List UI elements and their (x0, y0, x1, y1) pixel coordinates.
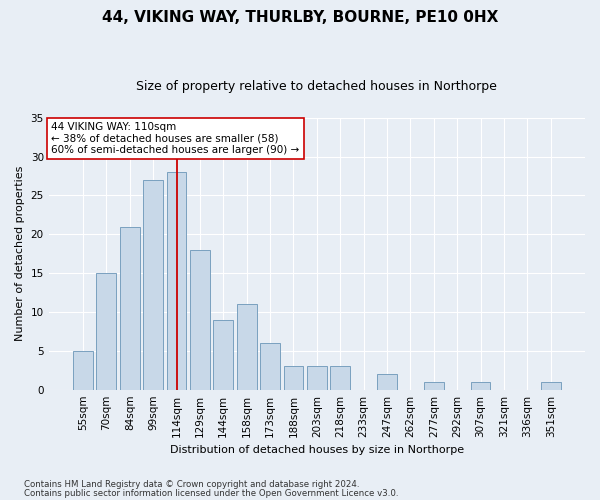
Bar (167, 172, 187, 390)
Text: 44 VIKING WAY: 110sqm
← 38% of detached houses are smaller (58)
60% of semi-deta: 44 VIKING WAY: 110sqm ← 38% of detached … (52, 122, 299, 155)
Bar (470, 382, 490, 390)
Text: Contains public sector information licensed under the Open Government Licence v3: Contains public sector information licen… (24, 488, 398, 498)
Bar (541, 382, 560, 390)
X-axis label: Distribution of detached houses by size in Northorpe: Distribution of detached houses by size … (170, 445, 464, 455)
Bar (330, 366, 350, 390)
Text: 44, VIKING WAY, THURLBY, BOURNE, PE10 0HX: 44, VIKING WAY, THURLBY, BOURNE, PE10 0H… (102, 10, 498, 25)
Bar (307, 366, 327, 390)
Bar (284, 366, 304, 390)
Bar (143, 180, 163, 390)
Bar (260, 343, 280, 390)
Bar (97, 273, 116, 390)
Bar (237, 304, 257, 390)
Bar (424, 382, 443, 390)
Bar (120, 226, 140, 390)
Text: Contains HM Land Registry data © Crown copyright and database right 2024.: Contains HM Land Registry data © Crown c… (24, 480, 359, 489)
Bar (190, 250, 210, 390)
Bar (73, 351, 93, 390)
Bar (214, 320, 233, 390)
Y-axis label: Number of detached properties: Number of detached properties (15, 166, 25, 342)
Bar (377, 374, 397, 390)
Title: Size of property relative to detached houses in Northorpe: Size of property relative to detached ho… (136, 80, 497, 93)
